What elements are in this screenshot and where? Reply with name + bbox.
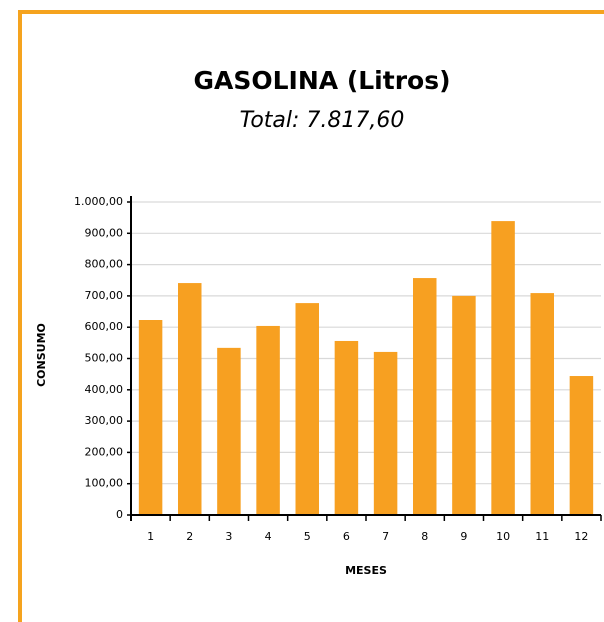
bar (138, 320, 163, 515)
bar (373, 351, 398, 515)
y-tick-label: 900,00 (85, 226, 124, 239)
x-tick-label: 3 (225, 530, 232, 543)
y-tick-label: 500,00 (85, 352, 124, 365)
bar (178, 283, 202, 515)
bar (491, 221, 515, 515)
y-axis-label: CONSUMO (35, 323, 48, 387)
y-tick-label: 700,00 (85, 289, 124, 302)
bar (256, 325, 280, 515)
x-tick-label: 11 (535, 530, 549, 543)
y-tick-label: 300,00 (85, 414, 124, 427)
y-tick-label: 0 (116, 508, 123, 521)
y-tick-label: 600,00 (85, 320, 124, 333)
chart-subtitle: Total: 7.817,60 (240, 108, 405, 133)
y-tick-label: 1.000,00 (74, 195, 123, 208)
frame-top (20, 10, 604, 14)
x-tick-label: 7 (382, 530, 389, 543)
bar (295, 303, 319, 515)
x-tick-label: 10 (496, 530, 510, 543)
y-tick-label: 400,00 (85, 383, 124, 396)
bar (530, 293, 554, 515)
x-axis-label: MESES (345, 564, 387, 577)
bar (217, 347, 241, 515)
bar (413, 278, 437, 515)
x-tick-label: 6 (343, 530, 350, 543)
y-tick-label: 800,00 (85, 258, 124, 271)
x-tick-label: 8 (421, 530, 428, 543)
x-tick-label: 1 (147, 530, 154, 543)
x-tick-label: 9 (460, 530, 467, 543)
x-tick-label: 2 (186, 530, 193, 543)
chart-title: GASOLINA (Litros) (193, 66, 450, 95)
y-tick-label: 200,00 (85, 445, 124, 458)
x-tick-label: 4 (265, 530, 272, 543)
bar (569, 376, 594, 515)
frame-left (18, 10, 22, 622)
bar (334, 340, 359, 515)
x-tick-label: 12 (574, 530, 588, 543)
bar (452, 295, 476, 515)
y-tick-label: 100,00 (85, 477, 124, 490)
x-tick-label: 5 (304, 530, 311, 543)
